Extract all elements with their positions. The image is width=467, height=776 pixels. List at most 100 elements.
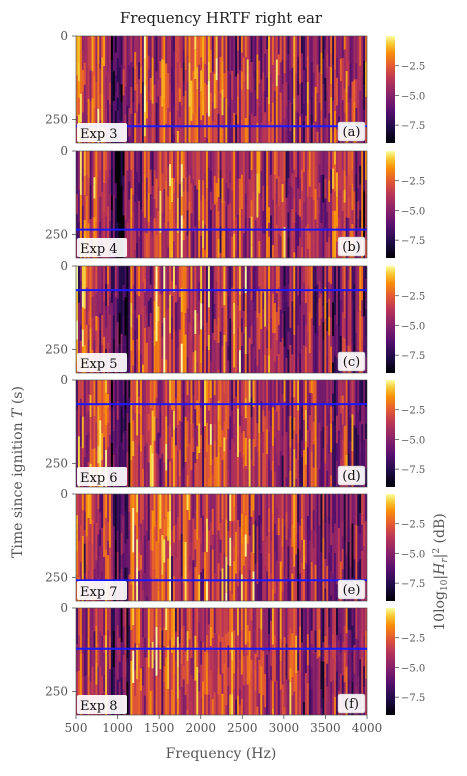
heatmap-cell [297, 56, 300, 81]
heatmap-cell [262, 151, 265, 186]
heatmap-cell [169, 380, 172, 406]
heatmap-cell [262, 233, 265, 258]
heatmap-cell [322, 230, 325, 258]
heatmap-cell [289, 344, 292, 373]
heatmap-cell [196, 686, 199, 715]
heatmap-cell [287, 415, 290, 445]
heatmap-cell [200, 380, 203, 409]
heatmap-cell [318, 525, 321, 551]
heatmap-cell [149, 408, 152, 446]
heatmap-cell [312, 380, 315, 404]
heatmap-cell [83, 416, 86, 457]
heatmap-cell [295, 72, 298, 112]
heatmap-cell [355, 174, 358, 204]
heatmap-cell [81, 91, 85, 113]
heatmap-cell [83, 308, 86, 346]
heatmap-cell [159, 627, 162, 649]
heatmap-cell [324, 287, 327, 319]
heatmap-cell [145, 342, 149, 373]
heatmap-cell [97, 556, 100, 579]
heatmap-cell [204, 525, 207, 553]
heatmap-cell [217, 420, 220, 453]
heatmap-cell [262, 331, 265, 345]
heatmap-cell [326, 444, 329, 471]
heatmap-cell [103, 608, 106, 636]
heatmap-cell [198, 36, 201, 65]
heatmap-cell [310, 430, 313, 452]
heatmap-cell [293, 198, 296, 223]
heatmap-cell [254, 494, 257, 521]
heatmap-cell [209, 545, 213, 601]
heatmap-cell [124, 183, 127, 220]
heatmap-cell [215, 608, 218, 635]
heatmap-cell [163, 646, 166, 667]
heatmap-cell [223, 393, 226, 421]
heatmap-cell [130, 169, 133, 189]
exp-label: Exp 5 [80, 357, 118, 372]
heatmap-cell [289, 266, 292, 292]
heatmap-cell [130, 36, 133, 63]
heatmap-cell [116, 608, 119, 626]
heatmap-cell [310, 688, 313, 715]
heatmap-cell [308, 186, 312, 233]
heatmap-cell [140, 36, 143, 67]
heatmap-cell [153, 218, 156, 236]
heatmap-cell [209, 36, 213, 50]
heatmap-cell [194, 226, 197, 258]
heatmap-cell [190, 167, 193, 184]
heatmap-cell [188, 106, 191, 143]
heatmap-cell [138, 608, 141, 644]
heatmap-cell [87, 494, 90, 518]
heatmap-cell [103, 437, 106, 487]
heatmap-cell [297, 410, 300, 443]
heatmap-cell [335, 226, 339, 242]
heatmap-cell [310, 561, 313, 583]
heatmap-cell [246, 655, 249, 685]
heatmap-cell [165, 517, 168, 537]
heatmap-cell [147, 326, 151, 373]
heatmap-cell [165, 416, 168, 444]
heatmap-cell [279, 608, 282, 640]
heatmap-cell [244, 326, 248, 354]
heatmap-cell [235, 114, 238, 143]
heatmap-cell [320, 552, 323, 601]
heatmap-cell [188, 556, 191, 571]
heatmap-cell [200, 697, 203, 715]
heatmap-cell [213, 319, 216, 341]
heatmap-cell [238, 527, 242, 571]
heatmap-cell [108, 547, 112, 570]
heatmap-cell [77, 540, 81, 578]
heatmap-cell [91, 296, 94, 318]
heatmap-cell [165, 63, 168, 92]
heatmap-cell [120, 554, 123, 569]
heatmap-cell [227, 228, 230, 258]
heatmap-cell [202, 532, 205, 552]
heatmap-cell [209, 361, 213, 373]
heatmap-cell [341, 675, 345, 707]
heatmap-cell [359, 36, 362, 67]
heatmap-cell [130, 460, 133, 487]
colorbar-gradient [386, 494, 395, 601]
heatmap-cell [163, 36, 166, 61]
heatmap-cell [328, 663, 331, 715]
heatmap-cell [225, 341, 228, 373]
heatmap-cell [176, 233, 180, 258]
heatmap-cell [347, 657, 350, 679]
heatmap-cell [194, 334, 197, 351]
heatmap-cell [171, 637, 174, 653]
heatmap-cell [244, 682, 248, 715]
heatmap-cell [159, 349, 162, 367]
heatmap-cell [132, 102, 135, 143]
heatmap-cell [116, 552, 119, 569]
heatmap-cell [221, 637, 224, 674]
heatmap-cell [330, 36, 333, 55]
heatmap-cell [124, 511, 127, 544]
heatmap-cell [275, 680, 279, 715]
heatmap-cell [89, 266, 92, 289]
heatmap-cell [275, 411, 279, 456]
heatmap-cell [134, 608, 137, 644]
heatmap-cell [167, 526, 170, 541]
heatmap-cell [194, 350, 197, 373]
heatmap-cell [161, 358, 164, 373]
heatmap-cell [332, 680, 335, 695]
